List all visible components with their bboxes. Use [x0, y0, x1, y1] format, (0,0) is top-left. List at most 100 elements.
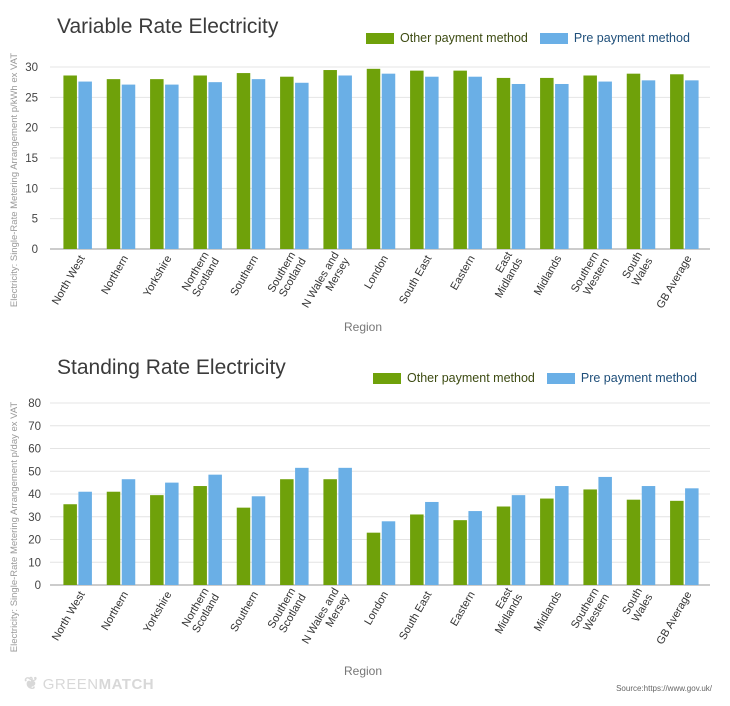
y-axis-label: Electricity: Single-Rate Metering Arrang… — [9, 402, 20, 653]
bar-other-payment — [540, 498, 554, 585]
legend-item-other: Other payment method — [373, 371, 535, 385]
bar-pre-payment — [641, 486, 656, 585]
bar-pre-payment — [511, 83, 526, 249]
x-tick-label: SouthernScotland — [266, 250, 309, 299]
y-axis-label: Electricity: Single-Rate Metering Arrang… — [9, 53, 20, 307]
x-tick-label: SouthWales — [620, 586, 656, 625]
bar-other-payment — [410, 514, 424, 585]
legend-item-prepay: Pre payment method — [546, 371, 697, 385]
bar-other-payment — [63, 75, 77, 249]
legend-label-prepay: Pre payment method — [580, 371, 697, 385]
bar-other-payment — [106, 491, 121, 585]
leaf-logo-icon: ❦ — [24, 674, 39, 693]
y-tick-label: 60 — [28, 444, 41, 456]
legend-label-prepay: Pre payment method — [573, 31, 690, 45]
bar-pre-payment — [425, 501, 439, 585]
svg-text:Yorkshire: Yorkshire — [141, 590, 174, 635]
x-tick-label: Yorkshire — [141, 590, 174, 635]
bar-pre-payment — [381, 521, 396, 585]
svg-text:SouthWales: SouthWales — [620, 250, 656, 289]
standing-rate-chart-svg: 0 10 20 30 40 50 60 70 80 North West Northern Yorks… — [9, 398, 710, 678]
bar-other-payment — [366, 68, 381, 249]
x-tick-label: Eastern — [448, 590, 477, 629]
standing-rate-chart: 0 10 20 30 40 50 60 70 80 North West Northern Yorks… — [0, 342, 730, 706]
bar-pre-payment — [251, 79, 266, 249]
y-tick-label: 50 — [28, 466, 41, 478]
bar-other-payment — [453, 520, 467, 585]
bar-other-payment — [670, 74, 684, 249]
bar-pre-payment — [338, 75, 352, 249]
bar-pre-payment — [468, 511, 482, 585]
y-tick-label: 10 — [28, 557, 41, 569]
x-tick-label: SouthernWestern — [569, 586, 612, 633]
source-note: Source:https://www.gov.uk/ — [616, 684, 712, 693]
x-tick-label: London — [362, 590, 391, 628]
svg-text:Northern: Northern — [99, 254, 131, 297]
svg-text:GB Average: GB Average — [654, 254, 694, 311]
x-tick-label: GB Average — [654, 254, 694, 311]
bar-other-payment — [280, 76, 294, 249]
y-tick-label: 15 — [25, 153, 38, 165]
x-tick-label: N Wales andMersey — [300, 250, 352, 310]
x-tick-label: EastMidlands — [483, 250, 526, 301]
bar-pre-payment — [555, 486, 569, 585]
y-tick-label: 10 — [25, 183, 38, 195]
svg-text:North West: North West — [50, 254, 88, 307]
y-tick-label: 0 — [35, 580, 41, 592]
svg-text:London: London — [362, 590, 391, 628]
bar-other-payment — [670, 500, 684, 585]
svg-text:Southern: Southern — [228, 590, 261, 635]
bar-pre-payment — [295, 467, 309, 585]
bar-other-payment — [540, 77, 554, 249]
bar-other-payment — [323, 479, 337, 585]
x-tick-label: Southern — [228, 254, 261, 299]
y-tick-label: 5 — [32, 214, 38, 226]
x-axis-label: Region — [344, 320, 382, 334]
y-tick-label: 30 — [28, 512, 41, 524]
svg-text:Southern: Southern — [228, 254, 261, 299]
bar-other-payment — [496, 506, 511, 585]
x-tick-label: Eastern — [448, 254, 477, 293]
svg-text:North West: North West — [50, 590, 88, 643]
bar-pre-payment — [121, 479, 136, 585]
bar-other-payment — [323, 70, 337, 250]
bar-other-payment — [236, 507, 251, 585]
svg-text:SouthWales: SouthWales — [620, 586, 656, 625]
bar-pre-payment — [685, 80, 699, 249]
bar-pre-payment — [295, 82, 309, 249]
bar-other-payment — [453, 70, 467, 249]
bar-pre-payment — [78, 491, 92, 585]
svg-text:Eastern: Eastern — [448, 590, 477, 629]
bar-pre-payment — [338, 467, 352, 585]
x-tick-label: N Wales andMersey — [300, 586, 352, 653]
bar-other-payment — [626, 499, 641, 585]
bar-other-payment — [150, 79, 164, 249]
bar-pre-payment — [208, 474, 222, 585]
bar-other-payment — [193, 75, 207, 249]
svg-text:N Wales andMersey: N Wales andMersey — [300, 586, 352, 653]
brand-light: GREEN — [42, 675, 99, 693]
x-tick-label: Midlands — [532, 589, 565, 634]
bar-other-payment — [583, 489, 597, 585]
y-tick-label: 20 — [25, 123, 38, 135]
bar-pre-payment — [598, 81, 612, 249]
bar-other-payment — [106, 79, 121, 249]
bar-other-payment — [150, 495, 164, 585]
bar-pre-payment — [251, 496, 266, 585]
svg-text:SouthernWestern: SouthernWestern — [569, 250, 612, 301]
bar-other-payment — [63, 504, 77, 585]
bar-pre-payment — [381, 73, 396, 249]
svg-text:South East: South East — [397, 254, 434, 307]
svg-text:EastMidlands: EastMidlands — [483, 250, 526, 301]
legend-item-other: Other payment method — [366, 31, 528, 45]
svg-text:EastMidlands: EastMidlands — [483, 586, 526, 637]
x-tick-label: North West — [50, 254, 88, 307]
bar-pre-payment — [121, 84, 136, 250]
y-tick-label: 70 — [28, 421, 41, 433]
bar-pre-payment — [685, 488, 699, 585]
x-tick-label: NorthernScotland — [180, 586, 222, 635]
bar-other-payment — [583, 75, 597, 249]
x-tick-label: GB Average — [654, 590, 694, 647]
y-tick-label: 80 — [28, 398, 41, 410]
bar-other-payment — [366, 532, 381, 585]
